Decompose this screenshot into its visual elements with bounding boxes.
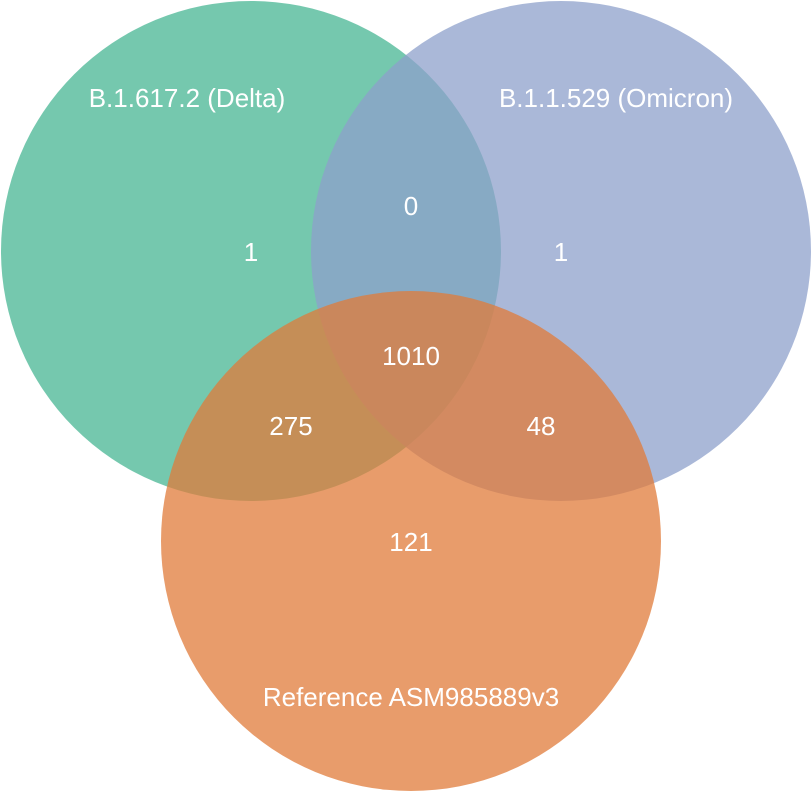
count-omicron-reference: 48 bbox=[527, 411, 556, 441]
set-labels: B.1.617.2 (Delta) B.1.1.529 (Omicron) Re… bbox=[89, 83, 733, 712]
label-omicron: B.1.1.529 (Omicron) bbox=[499, 83, 733, 113]
region-counts: 1 1 0 1010 275 48 121 bbox=[244, 191, 568, 557]
count-reference-only: 121 bbox=[389, 527, 432, 557]
label-reference: Reference ASM985889v3 bbox=[263, 682, 559, 712]
label-delta: B.1.617.2 (Delta) bbox=[89, 83, 286, 113]
circle-reference bbox=[161, 291, 661, 791]
count-delta-omicron: 0 bbox=[404, 191, 418, 221]
count-omicron-only: 1 bbox=[554, 237, 568, 267]
count-all-three: 1010 bbox=[382, 341, 440, 371]
count-delta-reference: 275 bbox=[269, 411, 312, 441]
count-delta-only: 1 bbox=[244, 237, 258, 267]
